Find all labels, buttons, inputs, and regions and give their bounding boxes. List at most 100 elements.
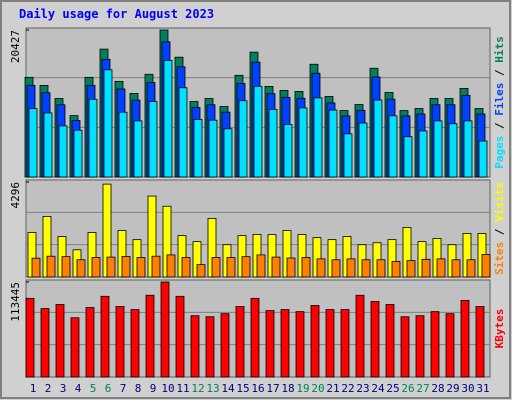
x-tick-label: 30 [461,382,474,395]
x-tick-label: 1 [30,382,37,395]
bar [181,257,191,278]
x-tick-label: 16 [251,382,264,395]
x-tick-label: 26 [401,382,414,395]
bar [415,315,425,378]
x-tick-label: 17 [266,382,279,395]
bar [241,256,251,278]
legend-separator: / [493,63,506,83]
bar [205,316,215,378]
legend-entry: Sites [493,242,506,275]
x-tick-label: 22 [341,382,354,395]
bar [313,97,323,178]
bar [400,316,410,378]
bar [466,259,476,278]
bar [25,297,35,378]
bar [355,294,365,378]
bar [106,256,116,278]
bar [196,264,206,278]
legend-entry: KBytes [493,309,506,349]
bar [358,122,368,178]
x-tick-label: 4 [75,382,82,395]
bar [451,259,461,278]
bar [481,254,491,278]
bar [76,259,86,278]
bar [418,130,428,178]
bar [406,260,416,278]
y-tick-label: 4296 [9,182,22,209]
bar [385,304,395,378]
bar [61,256,71,278]
bar [268,108,278,178]
bar [73,129,83,178]
bar [316,258,326,278]
bar [43,112,53,178]
bar [373,99,383,178]
x-tick-label: 29 [446,382,459,395]
x-tick-label: 21 [326,382,339,395]
bar [253,85,263,178]
bar [40,308,50,378]
bar [478,140,488,178]
x-tick-label: 31 [476,382,489,395]
legend-entry: Files [493,83,506,116]
bar [463,120,473,178]
bar [235,306,245,378]
bar [103,69,113,178]
bar [301,257,311,278]
bar [190,315,200,378]
legend: KBytes [493,309,506,349]
bar [118,111,128,178]
bar [436,258,446,278]
bar [298,107,308,178]
bar [166,254,176,278]
legend: Pages / Files / Hits [493,36,506,169]
x-tick-label: 24 [371,382,385,395]
bar [160,281,170,378]
legend: Sites / Visits [493,182,506,275]
bar [448,123,458,178]
bar [250,297,260,378]
bar [85,307,95,378]
y-tick-label: 113445 [9,282,22,322]
bar [325,309,335,378]
x-tick-label: 8 [135,382,142,395]
x-tick-label: 10 [161,382,174,395]
x-tick-label: 13 [206,382,219,395]
bar [226,257,236,278]
bar [220,313,230,378]
legend-entry: Hits [493,36,506,63]
x-tick-label: 27 [416,382,429,395]
y-tick-label: 20427 [9,30,22,63]
bar [211,257,221,278]
x-tick-label: 14 [221,382,235,395]
bar [91,257,101,278]
bar [145,294,155,378]
bar [391,261,401,278]
x-tick-label: 12 [191,382,204,395]
bar [295,311,305,378]
x-tick-label: 3 [60,382,67,395]
bar [346,258,356,278]
bar [88,98,98,178]
x-tick-label: 5 [90,382,97,395]
bar [28,108,38,178]
x-tick-label: 15 [236,382,249,395]
bar [136,257,146,278]
bar [370,301,380,378]
bar [460,299,470,378]
x-tick-label: 11 [176,382,189,395]
bar [151,255,161,278]
bar [55,304,65,378]
bar [46,255,56,278]
x-tick-label: 2 [45,382,52,395]
bar [283,124,293,178]
bar [430,311,440,378]
legend-separator: / [493,222,506,242]
bar [271,256,281,278]
bar [376,259,386,278]
bar [163,60,173,178]
x-tick-label: 25 [386,382,399,395]
x-tick-label: 6 [105,382,112,395]
chart-title: Daily usage for August 2023 [19,7,214,21]
